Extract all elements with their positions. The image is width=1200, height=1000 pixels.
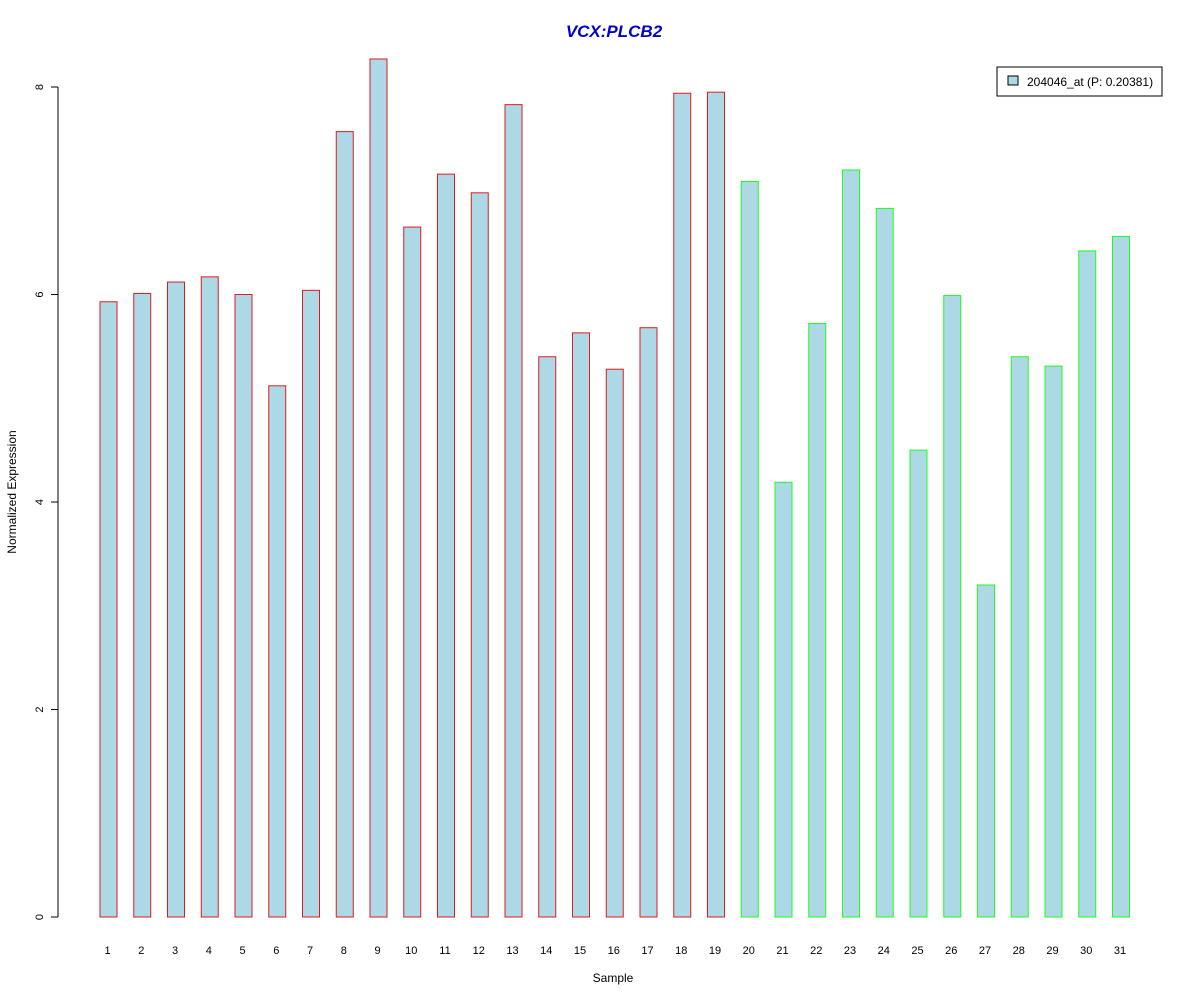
bar-sample-16	[605, 368, 624, 918]
bar-sample-26	[943, 295, 962, 918]
x-tick-label: 16	[608, 945, 620, 957]
x-tick-label: 10	[405, 945, 417, 957]
bar-sample-17	[639, 327, 658, 918]
x-tick-label: 21	[776, 945, 788, 957]
bar-sample-19	[707, 91, 725, 918]
x-tick-label: 4	[206, 945, 212, 957]
y-tick-label: 6	[34, 291, 46, 297]
bar-sample-8	[335, 131, 354, 918]
x-tick-label: 6	[273, 945, 279, 957]
x-tick-label: 15	[574, 945, 586, 957]
x-tick-label: 13	[506, 945, 518, 957]
x-axis-tick-labels: 1 2 3 4 5 6 7 8 9 10 11 12 13 14 15 16 17 18 19 20 21 22 23 24 2…	[104, 945, 1126, 957]
x-tick-label: 14	[540, 945, 552, 957]
x-tick-label: 2	[138, 945, 144, 957]
chart-title: VCX:PLCB2	[566, 22, 663, 41]
x-tick-label: 22	[810, 945, 822, 957]
bar-sample-30	[1078, 250, 1097, 918]
y-tick-label: 8	[34, 84, 46, 90]
y-axis-label: Normalized Expression	[5, 430, 19, 553]
x-tick-label: 17	[641, 945, 653, 957]
x-tick-label: 5	[239, 945, 245, 957]
legend: 204046_at (P: 0.20381)	[996, 66, 1163, 97]
x-tick-label: 23	[844, 945, 856, 957]
x-axis-label: Sample	[593, 971, 634, 985]
x-tick-label: 19	[709, 945, 721, 957]
bar-sample-20	[740, 180, 759, 918]
bar-sample-12	[470, 192, 489, 918]
x-tick-label: 29	[1046, 945, 1058, 957]
bar-sample-5	[234, 294, 253, 918]
legend-box	[996, 66, 1163, 97]
x-tick-label: 28	[1013, 945, 1025, 957]
bar-sample-31	[1112, 235, 1130, 918]
x-tick-label: 25	[911, 945, 923, 957]
bars	[99, 58, 1130, 918]
bar-sample-11	[437, 173, 455, 918]
bar-sample-28	[1010, 356, 1029, 918]
x-tick-label: 7	[307, 945, 313, 957]
bar-sample-22	[808, 323, 827, 918]
bar-sample-14	[538, 356, 557, 918]
legend-swatch	[1007, 75, 1019, 86]
x-tick-label: 26	[945, 945, 957, 957]
y-tick-label: 2	[34, 706, 46, 712]
x-tick-label: 30	[1080, 945, 1092, 957]
bar-sample-29	[1044, 365, 1063, 918]
bar-sample-13	[504, 104, 523, 918]
y-tick-label: 0	[34, 914, 46, 920]
x-tick-label: 18	[675, 945, 687, 957]
bar-sample-25	[909, 449, 928, 918]
bar-sample-18	[673, 92, 692, 918]
y-axis-ticks: 0 2 4 6 8	[34, 84, 58, 920]
bar-sample-6	[268, 385, 287, 918]
x-tick-label: 1	[104, 945, 110, 957]
bar-sample-27	[977, 584, 995, 918]
bar-sample-2	[133, 292, 152, 918]
bar-sample-10	[403, 226, 422, 918]
bar-sample-1	[99, 301, 118, 918]
x-tick-label: 9	[374, 945, 380, 957]
x-tick-label: 12	[473, 945, 485, 957]
bar-sample-7	[302, 289, 320, 918]
y-tick-label: 4	[34, 499, 46, 505]
bar-sample-23	[842, 169, 860, 918]
x-tick-label: 11	[439, 945, 450, 957]
bar-sample-21	[774, 481, 793, 918]
legend-label: 204046_at (P: 0.20381)	[1027, 75, 1153, 89]
bar-sample-9	[369, 58, 388, 918]
x-tick-label: 8	[341, 945, 347, 957]
x-tick-label: 27	[979, 945, 991, 957]
x-tick-label: 3	[172, 945, 178, 957]
x-tick-label: 24	[878, 945, 890, 957]
bar-sample-24	[875, 207, 894, 918]
bar-sample-15	[572, 332, 590, 918]
x-tick-label: 31	[1114, 945, 1126, 957]
bar-sample-4	[200, 276, 219, 918]
x-tick-label: 20	[743, 945, 755, 957]
bar-sample-3	[167, 281, 185, 918]
